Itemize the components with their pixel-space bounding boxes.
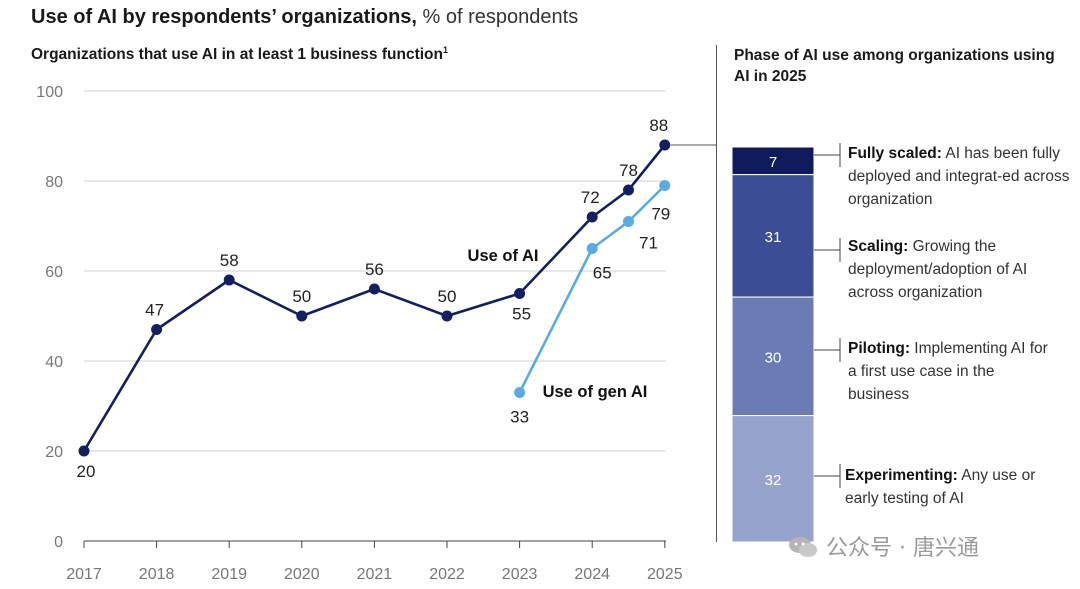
phase-segment (731, 415, 815, 543)
data-point (296, 310, 308, 322)
x-tick-label: 2020 (284, 566, 320, 583)
x-tick-label: 2017 (66, 566, 102, 583)
data-point (623, 184, 634, 196)
x-tick-label: 2025 (647, 566, 683, 583)
phase-panel-title: Phase of AI use among organizations usin… (734, 47, 1055, 85)
phase-category-desc: AI has been fully deployed and integrat-… (848, 145, 1070, 208)
x-tick-label: 2021 (357, 566, 393, 583)
chart-title: Use of AI by respondents’ organizations,… (31, 6, 578, 29)
data-point (514, 387, 526, 398)
phase-segment-label: 32 (765, 472, 782, 489)
x-tick-label: 2019 (211, 566, 247, 583)
data-point (623, 216, 634, 227)
data-point (151, 324, 163, 335)
data-label: 79 (651, 205, 670, 224)
watermark: 公众号 · 唐兴通 (788, 530, 979, 562)
data-label: 47 (145, 301, 164, 320)
wechat-icon (789, 537, 817, 557)
phase-segment (731, 146, 815, 176)
phase-category-desc: Growing the deployment/adoption of AI ac… (848, 238, 1028, 301)
data-point (78, 445, 90, 457)
phase-category-name: Scaling: (848, 238, 909, 255)
data-label: 58 (220, 251, 239, 270)
phase-category-text: Piloting: Implementing AI for a first us… (848, 337, 1053, 406)
chart-subtitle-text: Organizations that use AI in at least 1 … (31, 46, 443, 64)
y-tick-label: 80 (45, 174, 63, 191)
x-tick-label: 2018 (139, 566, 175, 583)
phase-segment-label: 31 (765, 229, 782, 246)
data-label: 88 (649, 116, 668, 135)
phase-category-text: Experimenting: Any use or early testing … (845, 464, 1055, 510)
footnote-marker: 1 (442, 45, 448, 55)
data-point (659, 180, 671, 191)
chart-title-main: Use of AI by respondents’ organizations, (31, 6, 417, 28)
x-tick-label: 2024 (574, 566, 610, 583)
data-label: 55 (512, 305, 531, 324)
data-point (441, 310, 453, 322)
phase-category-name: Experimenting: (845, 467, 958, 484)
data-point (368, 283, 380, 295)
phase-category-desc: Implementing AI for a first use case in … (848, 340, 1048, 403)
watermark-text: 公众号 · 唐兴通 (826, 536, 979, 561)
data-label: 33 (510, 408, 529, 427)
phase-category-text: Fully scaled: AI has been fully deployed… (848, 142, 1076, 211)
phase-category-name: Fully scaled: (848, 145, 942, 162)
phase-category-name: Piloting: (848, 340, 910, 357)
phase-segment-label: 7 (769, 154, 777, 171)
phase-segment (731, 174, 815, 298)
chart-title-unit: % of respondents (417, 6, 579, 28)
y-tick-label: 40 (45, 354, 63, 371)
y-tick-label: 100 (36, 84, 63, 101)
data-label: 20 (77, 462, 96, 481)
y-tick-label: 20 (45, 444, 63, 461)
y-tick-label: 60 (45, 264, 63, 281)
panel-divider (716, 45, 717, 542)
data-label: 72 (581, 188, 600, 207)
data-label: 78 (619, 161, 638, 180)
data-point (514, 288, 526, 299)
data-label: 56 (365, 260, 384, 279)
series-label: Use of gen AI (543, 383, 648, 401)
x-tick-label: 2023 (502, 566, 538, 583)
phase-segment-label: 30 (765, 349, 782, 366)
x-tick-label: 2022 (429, 566, 465, 583)
data-label: 65 (593, 264, 612, 283)
series-label: Use of AI (468, 247, 539, 265)
data-point (586, 211, 598, 223)
data-point (659, 139, 671, 151)
chart-subtitle: Organizations that use AI in at least 1 … (31, 45, 448, 64)
y-tick-label: 0 (54, 534, 63, 551)
phase-category-text: Scaling: Growing the deployment/adoption… (848, 235, 1053, 304)
data-label: 71 (639, 234, 658, 253)
series-line-use-of-ai (82, 144, 666, 452)
data-label: 50 (438, 287, 457, 306)
series-line-use-of-gen-ai (518, 184, 666, 394)
data-label: 50 (292, 287, 311, 306)
data-point (223, 274, 235, 286)
data-point (586, 243, 598, 254)
phase-category-desc: Any use or early testing of AI (845, 467, 1036, 507)
